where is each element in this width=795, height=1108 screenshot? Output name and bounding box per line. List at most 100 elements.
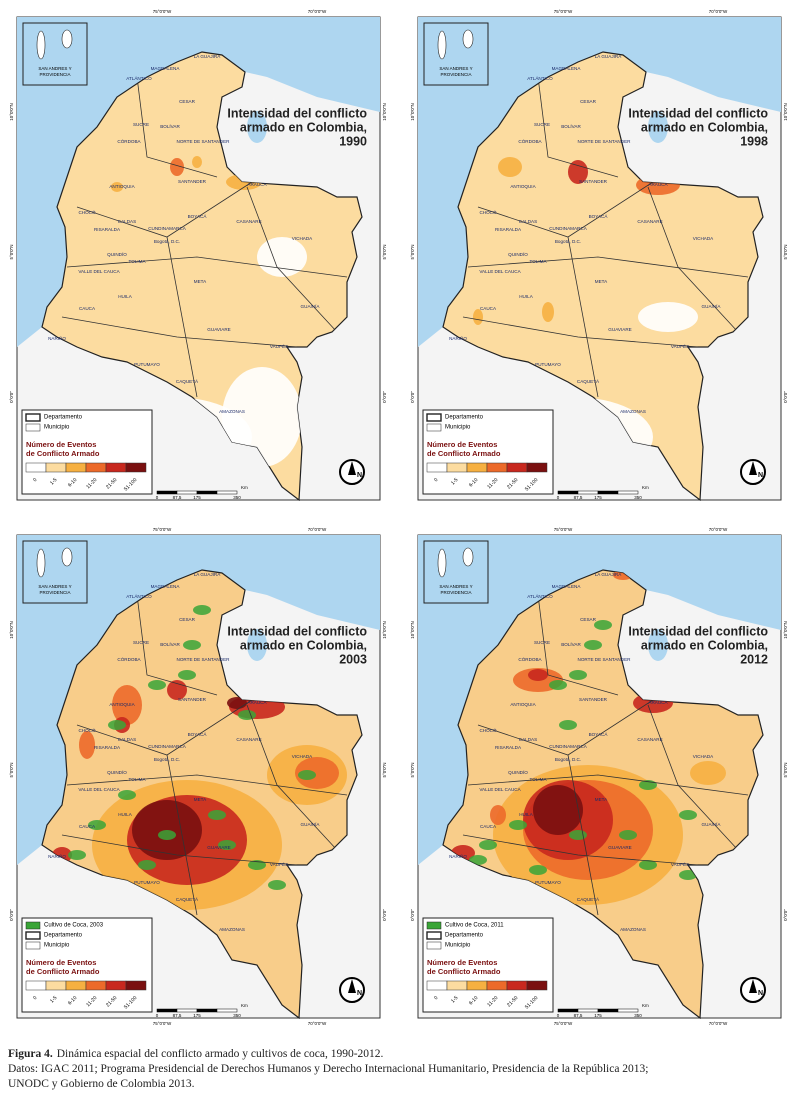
scale-segment [577, 1008, 599, 1013]
department-label: VALLE DEL CAUCA [479, 787, 521, 792]
coca-area [549, 680, 567, 690]
coca-area [208, 810, 226, 820]
scale-segment [176, 490, 198, 495]
department-label: RISARALDA [495, 745, 522, 750]
coca-area [238, 710, 256, 720]
legend-label: Departamento [445, 415, 484, 421]
latitude-label: 5°0'0"N [9, 762, 14, 777]
panel-title: 1998 [740, 134, 768, 148]
north-arrow [749, 461, 757, 475]
longitude-label: 70°0'0"W [308, 1021, 327, 1026]
scale-label: 350 [634, 1013, 642, 1018]
department-label: GUAINÍA [702, 303, 722, 309]
panel-title: Intensidad del conflicto [227, 624, 367, 638]
class-label: 1-5 [450, 995, 460, 1005]
department-label: CÓRDOBA [117, 656, 141, 662]
department-label: ATLÁNTICO [126, 593, 152, 599]
coca-area [88, 820, 106, 830]
scale-label: 350 [233, 1013, 241, 1018]
inset-island [61, 547, 73, 567]
panel-title: 2003 [339, 652, 367, 666]
department-label: ANTIOQUIA [109, 184, 135, 189]
caption-label: Figura 4. [8, 1048, 53, 1060]
inset-island [36, 30, 46, 60]
department-border [246, 704, 338, 851]
inset-label: SAN ANDRES Y [439, 584, 472, 589]
caption-source: UNODC y Gobierno de Colombia 2013. [8, 1078, 195, 1090]
scale-label: 87,5 [574, 495, 583, 500]
coca-area [619, 830, 637, 840]
department-label: CÓRDOBA [518, 138, 542, 144]
scale-label: 175 [594, 1013, 602, 1018]
coca-area [529, 865, 547, 875]
north-label: N [357, 990, 362, 997]
inset-island [462, 29, 474, 49]
department-label: SANTANDER [579, 697, 608, 702]
inset-box [423, 540, 489, 604]
department-label: CAUCA [480, 306, 497, 311]
latitude-label: 10°0'0"N [783, 621, 788, 639]
class-swatch [125, 462, 147, 473]
department-label: TOLIMA [529, 777, 547, 782]
class-swatch [506, 462, 528, 473]
department-label: MAGDALENA [552, 66, 582, 71]
department-label: BOYACÁ [589, 731, 609, 737]
inset-island [61, 29, 73, 49]
legend: Departamento Municipio Número de Eventosde… [422, 409, 554, 495]
north-label: N [758, 472, 763, 479]
department-label: ANTIOQUIA [510, 184, 536, 189]
longitude-label: 70°0'0"W [308, 527, 327, 532]
department-border [462, 834, 699, 866]
department-label: CASANARE [236, 737, 261, 742]
longitude-label: 70°0'0"W [709, 527, 728, 532]
class-swatch [426, 980, 448, 991]
legend-label: Municipio [44, 943, 70, 949]
department-label: GUAINÍA [301, 303, 321, 309]
department-label: GUAINÍA [702, 821, 722, 827]
class-label: 0 [433, 995, 439, 1001]
panel-title: Intensidad del conflicto [628, 106, 768, 120]
legend-title: de Conflicto Armado [26, 967, 100, 976]
department-border [61, 834, 298, 866]
department-label: META [194, 797, 207, 802]
department-label: VALLE DEL CAUCA [78, 787, 120, 792]
department-label: ARAUCA [648, 182, 668, 187]
map-panel: LA GUAJIRA MAGDALENA ATLÁNTICO CESAR SUCRE BO… [9, 9, 387, 502]
conflict-area [112, 685, 142, 725]
department-label: CESAR [179, 617, 196, 622]
department-border [567, 754, 599, 916]
department-label: GUAVIARE [608, 845, 631, 850]
department-label: CALDAS [519, 737, 537, 742]
class-label: 1-5 [49, 995, 59, 1005]
scale-segment [617, 1008, 639, 1013]
panel-title: armado en Colombia, [240, 638, 367, 652]
latitude-label: 10°0'0"N [9, 103, 14, 121]
maps: LA GUAJIRA MAGDALENA ATLÁNTICO CESAR SUCRE BO… [9, 9, 788, 1026]
department-label: NORTE DE SANTANDER [578, 657, 632, 662]
north-label: N [758, 990, 763, 997]
panel-title: Intensidad del conflicto [628, 624, 768, 638]
latitude-label: 0°0'0" [382, 909, 387, 921]
department-label: SUCRE [133, 122, 149, 127]
department-label: CUNDINAMARCA [148, 226, 186, 231]
latitude-label: 10°0'0"N [382, 103, 387, 121]
coca-area [183, 640, 201, 650]
department-label: GUAINÍA [301, 821, 321, 827]
conflict-area [170, 158, 184, 176]
longitude-label: 70°0'0"W [709, 9, 728, 14]
coca-area [639, 860, 657, 870]
department-border [567, 236, 599, 398]
coca-area [158, 830, 176, 840]
legend: Cultivo de Coca, 2003 Departamento Municip… [21, 917, 153, 1013]
department-label: SUCRE [133, 640, 149, 645]
longitude-label: 75°0'0"W [554, 1021, 573, 1026]
department-label: Bogotá, D.C. [154, 239, 180, 244]
panel-title: armado en Colombia, [240, 120, 367, 134]
scale-label: 0 [557, 1013, 560, 1018]
department-label: CHOCÓ [479, 727, 497, 733]
department-label: CAQUETÁ [577, 378, 600, 384]
scale-label: 87,5 [574, 1013, 583, 1018]
